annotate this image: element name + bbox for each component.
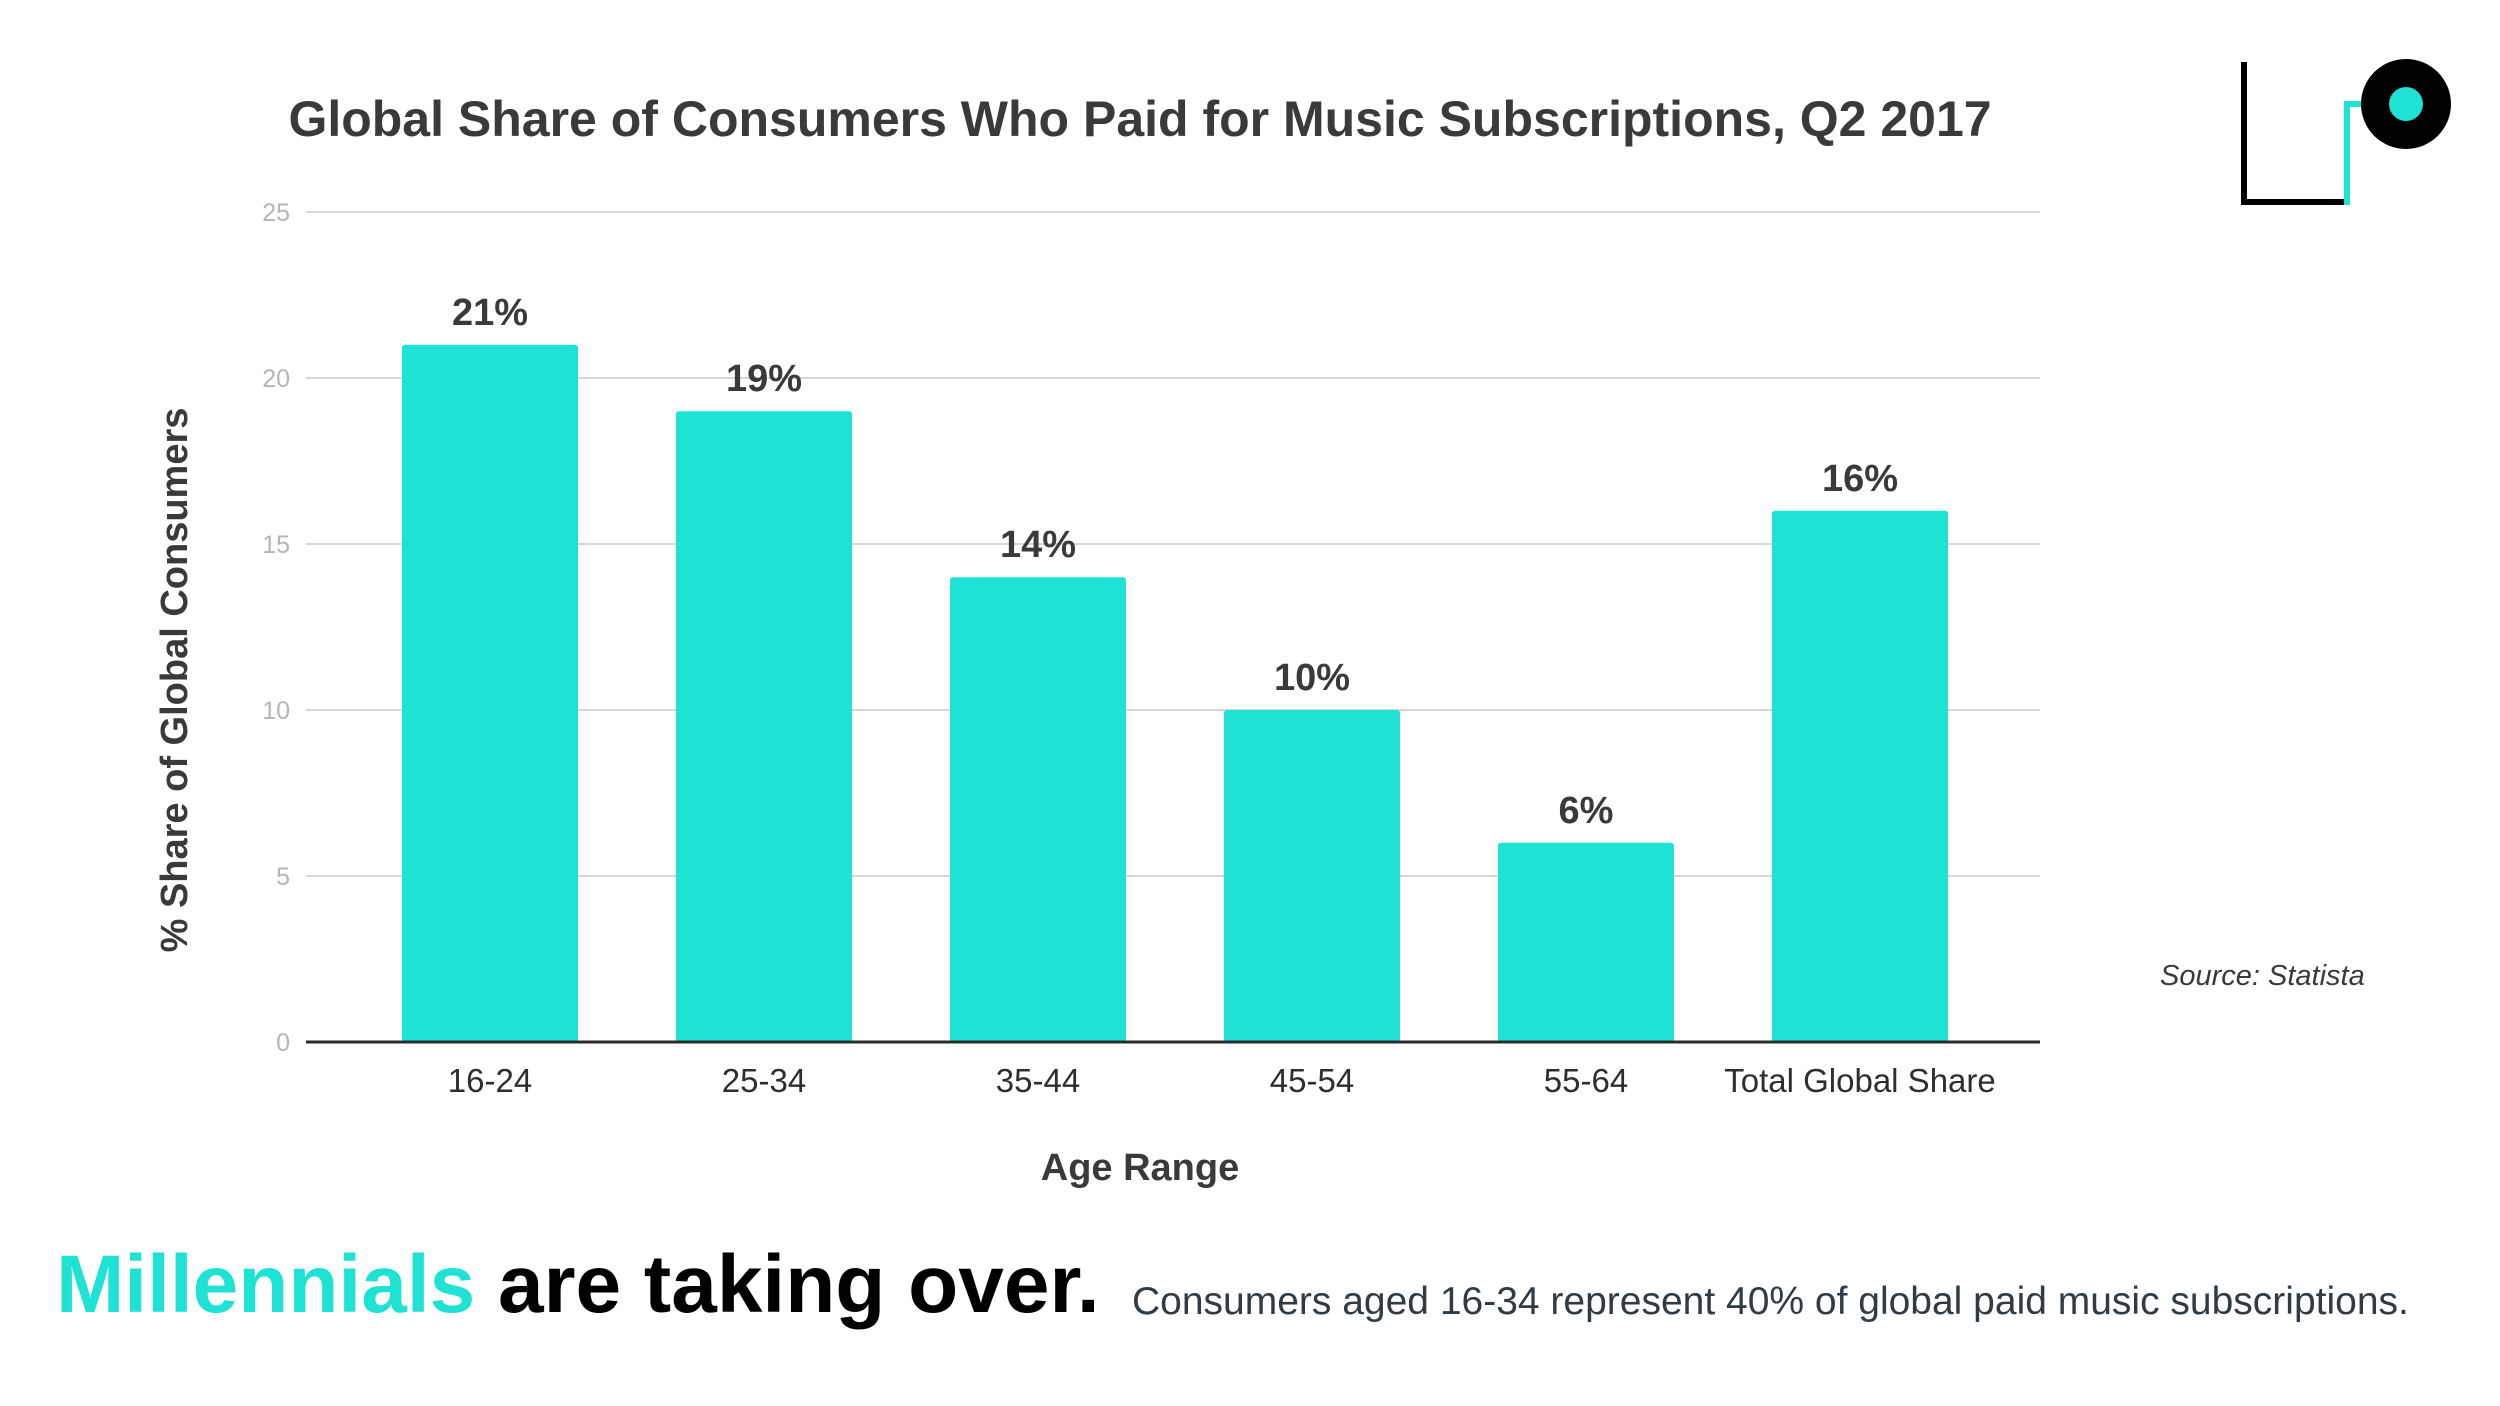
y-tick-label: 10 (262, 697, 290, 725)
x-axis-title: Age Range (1041, 1147, 1239, 1189)
bar-data-label: 21% (452, 292, 528, 334)
x-tick-label: 25-34 (722, 1062, 806, 1099)
y-tick-label: 0 (276, 1029, 290, 1057)
bar-16-24 (402, 344, 578, 1042)
y-axis-title: % Share of Global Consumers (154, 408, 196, 953)
headline: Millennials are taking over. (56, 1244, 1100, 1326)
headline-rest: are taking over. (498, 1239, 1100, 1330)
x-axis-ticks: 16-24 25-34 35-44 45-54 55-64 Total Global Sh… (448, 1062, 1996, 1099)
bar-data-label: 6% (1559, 790, 1614, 832)
bar-labels: 21% 19% 14% 10% 6% 16% (452, 292, 1898, 832)
x-tick-label: 55-64 (1544, 1062, 1628, 1099)
bar-data-label: 14% (1000, 524, 1076, 566)
y-tick-label: 5 (276, 863, 290, 891)
y-tick-label: 15 (262, 531, 290, 559)
x-tick-label: Total Global Share (1724, 1062, 1996, 1099)
bar-55-64 (1498, 842, 1674, 1042)
source-note: Source: Statista (2160, 960, 2365, 992)
x-tick-label: 16-24 (448, 1062, 532, 1099)
grid-lines (306, 211, 2040, 877)
headline-accent: Millennials (56, 1239, 476, 1330)
x-tick-label: 45-54 (1270, 1062, 1354, 1099)
bars (402, 344, 1948, 1042)
y-axis-ticks: 0 5 10 15 20 25 (262, 199, 290, 1057)
brand-logo-icon (2241, 59, 2451, 205)
bar-data-label: 19% (726, 358, 802, 400)
y-tick-label: 25 (262, 199, 290, 227)
chart-title: Global Share of Consumers Who Paid for M… (288, 91, 1991, 147)
bar-total-global-share (1772, 510, 1948, 1042)
bar-data-label: 16% (1822, 458, 1898, 500)
bar-25-34 (676, 411, 852, 1042)
y-tick-label: 20 (262, 365, 290, 393)
bar-45-54 (1224, 710, 1400, 1042)
x-tick-label: 35-44 (996, 1062, 1080, 1099)
bar-35-44 (950, 577, 1126, 1042)
bar-data-label: 10% (1274, 657, 1350, 699)
footer-caption: Consumers aged 16-34 represent 40% of gl… (1132, 1280, 2409, 1323)
